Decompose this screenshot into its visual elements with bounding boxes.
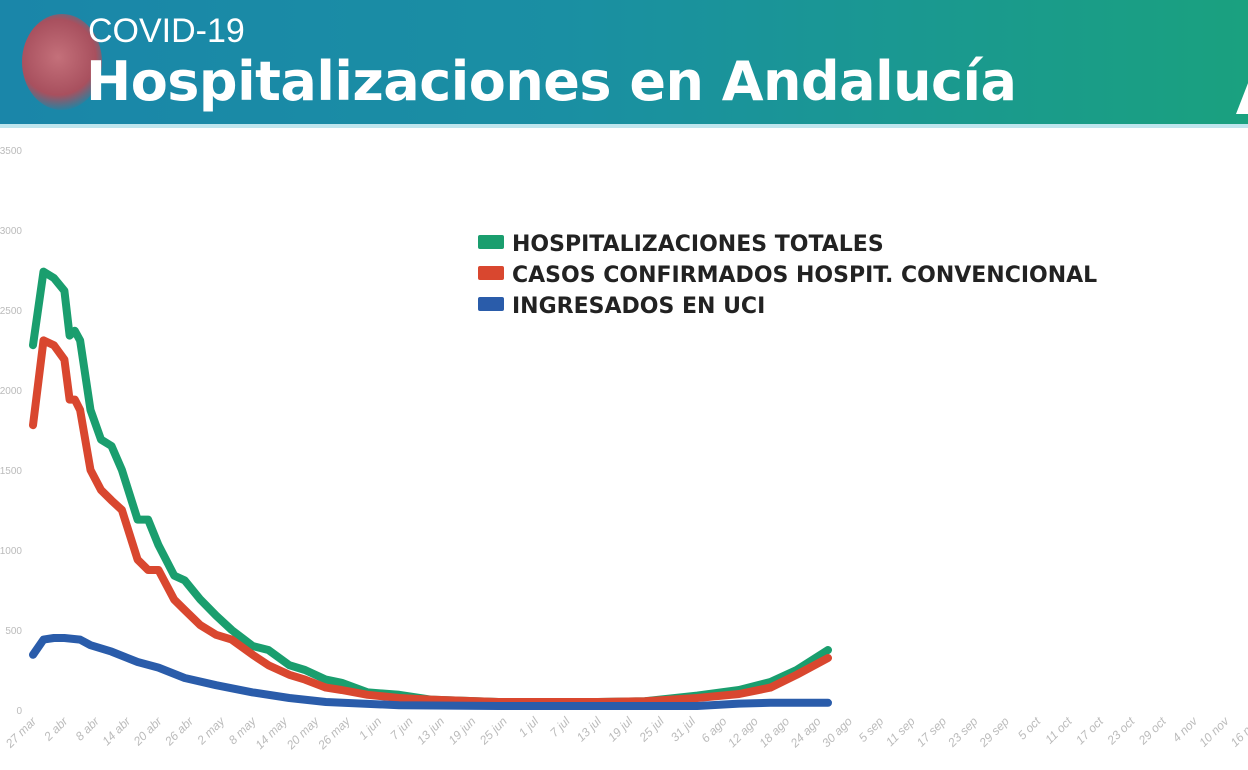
- x-tick-label: 14 may: [252, 714, 290, 752]
- header-banner: COVID-19 Hospitalizaciones en Andalucía: [0, 0, 1248, 128]
- x-tick-label: 23 oct: [1104, 714, 1138, 748]
- x-tick-label: 20 may: [283, 714, 322, 753]
- x-tick-label: 2 may: [194, 714, 228, 748]
- x-tick-label: 31 jul: [668, 714, 698, 744]
- x-tick-label: 10 nov: [1196, 714, 1232, 750]
- legend-label: INGRESADOS EN UCI: [512, 294, 765, 319]
- x-tick-label: 2 abr: [41, 714, 72, 745]
- legend-label: CASOS CONFIRMADOS HOSPIT. CONVENCIONAL: [512, 263, 1097, 288]
- y-tick-label: 3000: [0, 226, 22, 237]
- x-tick-label: 25 jul: [636, 714, 667, 745]
- x-tick-label: 11 sep: [883, 714, 918, 749]
- y-axis: 0 500 1000 1500 2000 2500 3000 3500: [0, 146, 22, 717]
- y-tick-label: 2500: [0, 306, 22, 317]
- y-tick-label: 500: [5, 626, 22, 637]
- x-tick-label: 19 jul: [605, 714, 635, 744]
- x-tick-label: 14 abr: [99, 714, 134, 749]
- x-tick-label: 25 jun: [476, 714, 510, 748]
- x-tick-label: 1 jun: [356, 714, 385, 743]
- y-tick-label: 1000: [0, 546, 22, 557]
- x-tick-label: 11 oct: [1042, 714, 1075, 747]
- x-tick-label: 13 jun: [414, 714, 447, 747]
- series-lines: [29, 267, 832, 710]
- x-tick-label: 7 jul: [547, 714, 573, 740]
- series-line-1: [29, 336, 832, 706]
- x-tick-label: 26 may: [314, 714, 353, 753]
- x-tick-label: 20 abr: [130, 714, 165, 749]
- virus-icon: [22, 14, 102, 110]
- x-tick-label: 12 ago: [725, 714, 761, 750]
- logo-icon: [1236, 78, 1248, 114]
- legend-swatch: [478, 235, 504, 249]
- x-tick-label: 24 ago: [787, 714, 824, 751]
- x-tick-label: 8 abr: [73, 714, 103, 744]
- series-line-2: [29, 634, 832, 710]
- x-tick-label: 23 sep: [944, 714, 980, 750]
- x-tick-label: 27 mar: [2, 714, 40, 752]
- x-tick-label: 17 oct: [1073, 714, 1106, 747]
- header-subtitle: COVID-19: [88, 12, 245, 50]
- legend-swatch: [478, 297, 504, 311]
- x-tick-label: 29 oct: [1135, 714, 1169, 748]
- page-title: Hospitalizaciones en Andalucía: [86, 50, 1017, 113]
- legend-label: HOSPITALIZACIONES TOTALES: [512, 232, 884, 257]
- x-tick-label: 5 sep: [856, 714, 887, 745]
- x-tick-label: 16 nov: [1228, 714, 1248, 750]
- x-tick-label: 7 jun: [387, 714, 416, 743]
- x-tick-label: 26 abr: [161, 714, 196, 749]
- legend: HOSPITALIZACIONES TOTALES CASOS CONFIRMAD…: [478, 232, 1097, 319]
- x-tick-label: 13 jul: [574, 714, 604, 744]
- x-tick-label: 18 ago: [756, 714, 792, 750]
- y-tick-label: 1500: [0, 466, 22, 477]
- x-tick-label: 30 ago: [819, 714, 855, 750]
- x-tick-label: 19 jun: [445, 714, 478, 747]
- x-tick-label: 1 jul: [516, 714, 542, 740]
- y-tick-label: 0: [16, 706, 22, 717]
- legend-swatch: [478, 266, 504, 280]
- series-line-0: [29, 267, 832, 706]
- y-tick-label: 2000: [0, 386, 22, 397]
- y-tick-label: 3500: [0, 146, 22, 157]
- x-tick-label: 5 oct: [1015, 714, 1044, 743]
- x-tick-label: 17 sep: [914, 714, 950, 750]
- x-tick-label: 29 sep: [976, 714, 1012, 750]
